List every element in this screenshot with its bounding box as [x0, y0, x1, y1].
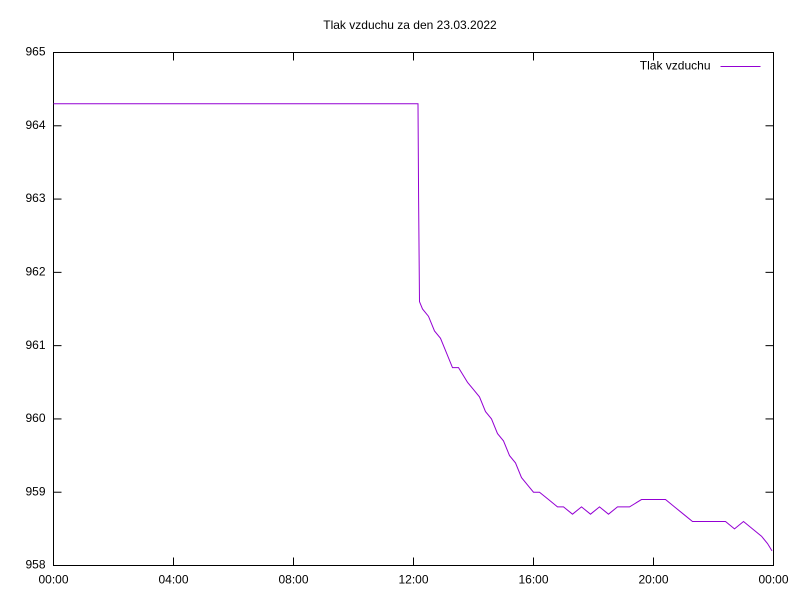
x-tick-label: 20:00 [638, 573, 668, 587]
y-tick-label: 961 [25, 338, 45, 352]
y-tick-label: 964 [25, 118, 45, 132]
y-tick-label: 958 [25, 558, 45, 572]
chart-title: Tlak vzduchu za den 23.03.2022 [323, 18, 497, 32]
x-tick-label: 00:00 [758, 573, 788, 587]
data-line [53, 103, 773, 552]
x-tick-label: 12:00 [398, 573, 428, 587]
x-tick-label: 00:00 [38, 573, 68, 587]
y-tick-label: 963 [25, 191, 45, 205]
y-tick-label: 962 [25, 265, 45, 279]
x-tick-label: 08:00 [278, 573, 308, 587]
legend-label: Tlak vzduchu [640, 59, 711, 73]
x-tick-label: 04:00 [158, 573, 188, 587]
y-tick-label: 959 [25, 484, 45, 498]
x-tick-label: 16:00 [518, 573, 548, 587]
y-tick-label: 965 [25, 45, 45, 59]
y-tick-label: 960 [25, 411, 45, 425]
